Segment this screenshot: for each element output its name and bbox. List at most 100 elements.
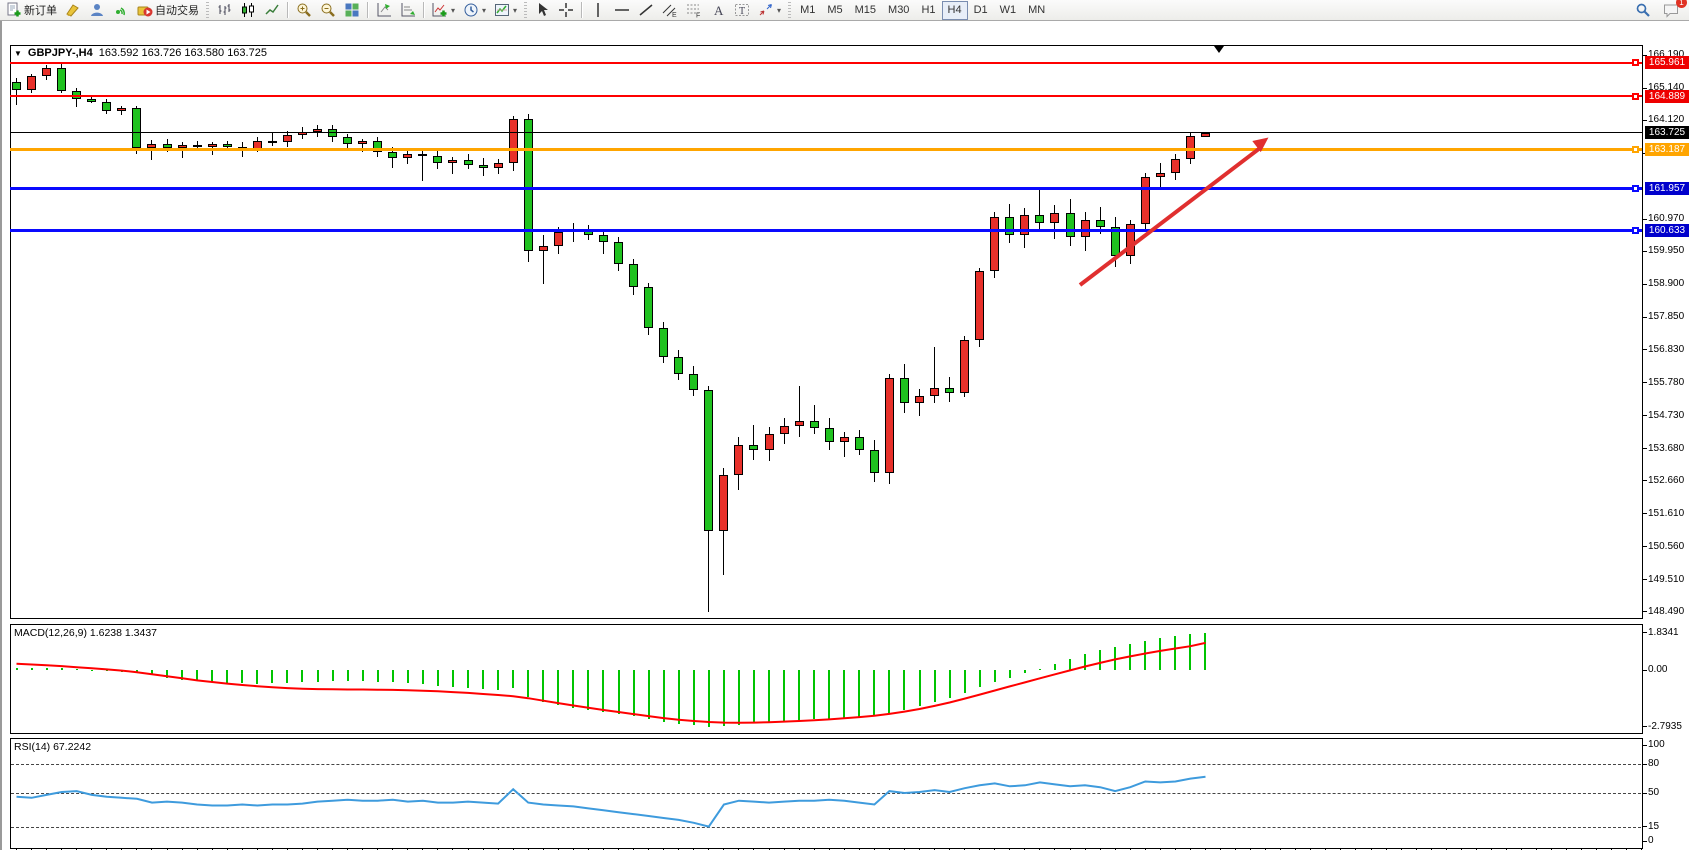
candle-body: [809, 420, 819, 428]
candle-body: [1170, 158, 1180, 174]
candle-wick: [798, 386, 800, 437]
timeframe-h1-button[interactable]: H1: [921, 4, 936, 16]
chevron-down-icon[interactable]: ▾: [451, 5, 456, 15]
macd-histogram-bar: [1084, 654, 1087, 671]
periods-button[interactable]: ▾: [459, 0, 490, 21]
toolbar-grip[interactable]: [206, 2, 209, 18]
candle-body: [252, 140, 262, 149]
zoom-in-button[interactable]: [292, 0, 316, 21]
symbol-dropdown-caret[interactable]: ▼: [14, 48, 22, 58]
chevron-down-icon[interactable]: ▾: [482, 5, 487, 15]
macd-label: MACD(12,26,9) 1.6238 1.3437: [14, 627, 158, 639]
macd-histogram-bar: [677, 670, 680, 724]
line-anchor-marker: [1632, 146, 1639, 154]
horizontal-line-button[interactable]: [610, 0, 634, 21]
chart-shift-marker: [1214, 46, 1224, 53]
rsi-tick-mark: [1643, 840, 1647, 842]
timeframe-m30-button[interactable]: M30: [888, 4, 910, 16]
price-tick-mark: [1643, 611, 1647, 613]
horizontal-line-object[interactable]: [10, 186, 1642, 190]
horizontal-line-object[interactable]: [10, 95, 1642, 98]
candlestick-chart-button[interactable]: [236, 0, 260, 21]
arrows-button[interactable]: ▾: [754, 0, 785, 21]
rsi-tick-label: 100: [1648, 739, 1665, 750]
toolbar-separator: [287, 2, 289, 18]
new-order-button[interactable]: 新订单: [2, 0, 61, 21]
chart-window: ▼ GBPJPY-,H4 163.592 163.726 163.580 163…: [0, 21, 1689, 850]
price-tick-label: 156.830: [1648, 343, 1685, 355]
horizontal-line-object[interactable]: [10, 228, 1642, 232]
zoom-out-icon: [320, 2, 336, 18]
timeframe-m15-button[interactable]: M15: [854, 4, 877, 16]
hline-icon: [614, 2, 630, 18]
chevron-down-icon[interactable]: ▾: [777, 5, 782, 15]
timeframe-m1-button[interactable]: M1: [800, 4, 816, 16]
horizontal-line-object[interactable]: [10, 148, 1642, 152]
macd-histogram-bar: [256, 670, 259, 684]
candle-body: [282, 134, 292, 143]
text-button[interactable]: A: [706, 0, 730, 21]
candle-wick: [1039, 187, 1041, 231]
candle-body: [192, 144, 202, 148]
line-anchor-marker: [1632, 92, 1639, 100]
candle-body: [975, 271, 985, 341]
timeframe-m5-button[interactable]: M5: [827, 4, 843, 16]
macd-histogram-bar: [783, 670, 786, 721]
candle-body: [1065, 213, 1075, 237]
macd-histogram-bar: [497, 670, 500, 691]
timeframe-w1-button[interactable]: W1: [999, 4, 1017, 16]
trendline-button[interactable]: [634, 0, 658, 21]
equidistant-channel-button[interactable]: E: [658, 0, 682, 21]
price-tick-mark: [1643, 546, 1647, 548]
arrange-1-icon: [376, 2, 392, 18]
scale-fix-button[interactable]: [396, 0, 420, 21]
line-chart-button[interactable]: [260, 0, 284, 21]
svg-text:A: A: [714, 3, 724, 18]
zoom-out-button[interactable]: [316, 0, 340, 21]
price-tick-label: 157.850: [1648, 311, 1685, 323]
candle-body: [839, 437, 849, 442]
signals-button[interactable]: [109, 0, 133, 21]
macd-histogram-bar: [316, 670, 319, 682]
svg-text:T: T: [739, 6, 745, 17]
bar-chart-button[interactable]: [212, 0, 236, 21]
templates-button[interactable]: ▾: [490, 0, 521, 21]
candle-body: [854, 437, 864, 450]
candle-body: [267, 140, 277, 143]
tile-windows-button[interactable]: [340, 0, 364, 21]
timeframe-d1-button[interactable]: D1: [973, 4, 988, 16]
macd-histogram-bar: [813, 670, 816, 720]
macd-tick-mark: [1643, 669, 1647, 671]
timeframe-mn-button[interactable]: MN: [1028, 4, 1046, 16]
main-chart-panel[interactable]: [10, 45, 1643, 619]
candle-body: [1020, 214, 1030, 236]
candle-body: [1185, 135, 1195, 159]
channel-icon: E: [662, 2, 678, 19]
notifications-button[interactable]: 1: [1659, 0, 1687, 21]
text-label-button[interactable]: T: [730, 0, 754, 21]
macd-tick-mark: [1643, 726, 1647, 728]
rsi-tick-label: 50: [1648, 787, 1660, 798]
tile-icon: [344, 2, 360, 18]
candle-wick: [753, 424, 755, 460]
auto-arrange-button[interactable]: [372, 0, 396, 21]
search-button[interactable]: [1631, 0, 1655, 21]
fibonacci-button[interactable]: F: [682, 0, 706, 21]
styler-button[interactable]: [61, 0, 85, 21]
macd-histogram-bar: [331, 670, 334, 682]
toolbar-grip[interactable]: [788, 2, 792, 18]
indicators-button[interactable]: ▾: [428, 0, 459, 21]
macd-panel[interactable]: [10, 624, 1643, 734]
autotrading-button[interactable]: 自动交易: [133, 0, 203, 21]
chevron-down-icon[interactable]: ▾: [513, 5, 518, 15]
macd-histogram-bar: [271, 670, 274, 684]
cursor-button[interactable]: [530, 0, 554, 21]
macd-histogram-bar: [211, 670, 214, 683]
community-button[interactable]: [85, 0, 109, 21]
horizontal-line-object[interactable]: [10, 61, 1642, 64]
macd-histogram-bar: [226, 670, 229, 683]
crosshair-button[interactable]: [554, 0, 578, 21]
toolbar-grip[interactable]: [524, 2, 528, 18]
vertical-line-button[interactable]: [586, 0, 610, 21]
timeframe-h4-button[interactable]: H4: [941, 0, 968, 20]
